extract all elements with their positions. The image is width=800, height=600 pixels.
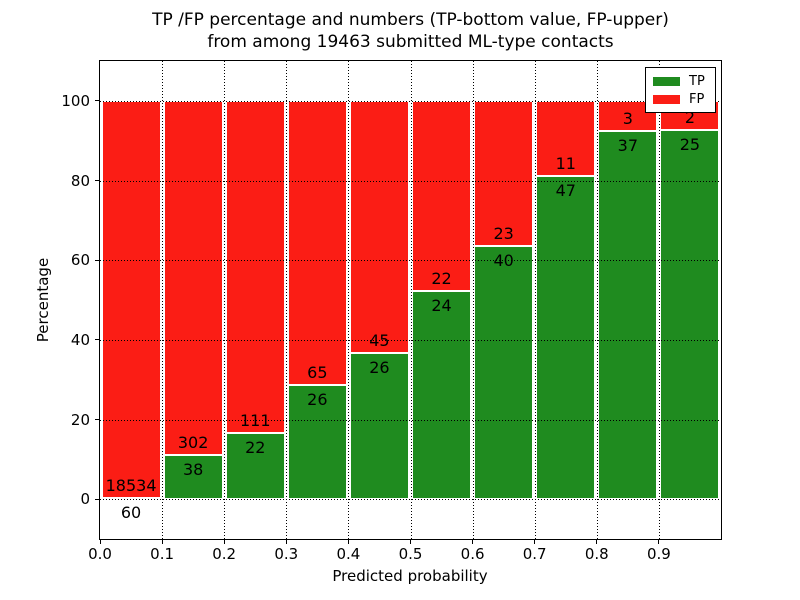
legend-entry: TP bbox=[653, 75, 709, 88]
x-axis-label: Predicted probability bbox=[332, 567, 488, 585]
legend-label: FP bbox=[689, 91, 705, 107]
chart-title: TP /FP percentage and numbers (TP-bottom… bbox=[100, 9, 721, 53]
y-axis-label: Percentage bbox=[34, 257, 52, 343]
tp-bar-segment bbox=[287, 385, 347, 500]
x-tick bbox=[596, 540, 598, 544]
x-tick-label: 0.7 bbox=[522, 545, 547, 563]
fp-count-label: 11 bbox=[555, 154, 576, 174]
legend-label: TP bbox=[689, 73, 705, 89]
x-tick-label: 0.4 bbox=[336, 545, 361, 563]
x-tick bbox=[472, 540, 474, 544]
grid-line-x bbox=[658, 61, 660, 539]
tp-count-label: 26 bbox=[307, 390, 328, 410]
title-line-2: from among 19463 submitted ML-type conta… bbox=[207, 32, 614, 52]
grid-line-x bbox=[286, 61, 288, 539]
plot-area: 18534 60 302 38 111 22 65 26 45 26 22 24 23 40 11 47 3 37… bbox=[99, 60, 722, 540]
x-tick-label: 0.1 bbox=[150, 545, 175, 563]
y-tick bbox=[95, 100, 99, 102]
grid-line-x bbox=[348, 61, 350, 539]
fp-bar-segment bbox=[101, 100, 161, 498]
tp-count-label: 22 bbox=[245, 438, 266, 458]
grid-line-x bbox=[410, 61, 412, 539]
tp-bar-segment bbox=[163, 454, 223, 500]
y-tick-label: 40 bbox=[70, 330, 90, 349]
tp-bar-segment bbox=[474, 246, 534, 500]
x-tick bbox=[161, 540, 163, 544]
x-tick-label: 0.5 bbox=[398, 545, 423, 563]
x-tick-label: 0.3 bbox=[274, 545, 299, 563]
x-tick bbox=[534, 540, 536, 544]
y-tick bbox=[95, 259, 99, 261]
fp-count-label: 111 bbox=[239, 411, 271, 431]
title-line-1: TP /FP percentage and numbers (TP-bottom… bbox=[152, 10, 669, 30]
x-tick bbox=[347, 540, 349, 544]
tp-count-label: 60 bbox=[120, 502, 142, 522]
x-tick-label: 0.6 bbox=[460, 545, 485, 563]
fp-count-label: 302 bbox=[177, 432, 209, 452]
legend-entry: FP bbox=[653, 93, 709, 106]
fp-count-label: 65 bbox=[307, 363, 328, 383]
y-tick-label: 20 bbox=[70, 410, 90, 429]
x-tick-label: 0.8 bbox=[584, 545, 609, 563]
fp-count-label: 18534 bbox=[105, 475, 157, 495]
fp-bar-segment bbox=[536, 100, 596, 177]
tp-bar-segment bbox=[598, 130, 658, 500]
legend-swatch-fp bbox=[653, 94, 680, 104]
y-tick-label: 100 bbox=[61, 91, 90, 110]
x-tick-label: 0.0 bbox=[88, 545, 112, 563]
tp-count-label: 25 bbox=[679, 135, 701, 155]
y-tick bbox=[95, 419, 99, 420]
fp-bar-segment bbox=[287, 100, 347, 386]
grid-line-x bbox=[534, 61, 536, 539]
fp-count-label: 45 bbox=[369, 331, 390, 351]
tp-bar-segment bbox=[536, 176, 596, 500]
fp-count-label: 22 bbox=[431, 269, 452, 289]
x-tick bbox=[285, 540, 287, 544]
fp-bar-segment bbox=[349, 100, 409, 354]
legend-swatch-tp bbox=[653, 76, 680, 86]
x-tick bbox=[410, 540, 411, 544]
y-tick bbox=[95, 339, 99, 341]
tp-count-label: 47 bbox=[555, 181, 576, 201]
fp-count-label: 2 bbox=[684, 108, 696, 128]
tp-count-label: 38 bbox=[182, 459, 204, 479]
tp-count-label: 26 bbox=[369, 358, 390, 378]
x-tick-label: 0.2 bbox=[212, 545, 237, 563]
y-tick-label: 60 bbox=[70, 251, 90, 270]
fp-count-label: 23 bbox=[493, 224, 514, 244]
y-tick-label: 0 bbox=[80, 490, 90, 509]
tp-bar-segment bbox=[225, 433, 285, 500]
fp-count-label: 3 bbox=[622, 108, 633, 128]
y-tick-label: 80 bbox=[70, 171, 90, 190]
x-tick bbox=[223, 540, 225, 544]
legend: TP FP bbox=[645, 67, 716, 113]
fp-bar-segment bbox=[474, 100, 534, 247]
tp-count-label: 24 bbox=[431, 296, 452, 316]
tp-bar-segment bbox=[349, 353, 409, 500]
tp-count-label: 40 bbox=[493, 251, 514, 271]
x-tick bbox=[99, 540, 101, 544]
grid-line-x bbox=[596, 61, 598, 539]
fp-bar-segment bbox=[412, 100, 472, 292]
grid-line-x bbox=[472, 61, 474, 539]
x-tick-label: 0.9 bbox=[646, 545, 671, 563]
x-tick bbox=[658, 540, 660, 544]
tp-count-label: 37 bbox=[617, 135, 639, 155]
tp-bar-segment bbox=[412, 291, 472, 500]
grid-line-x bbox=[162, 61, 164, 539]
fp-bar-segment bbox=[163, 100, 223, 455]
grid-line-x bbox=[224, 61, 226, 539]
y-tick bbox=[95, 498, 99, 500]
tp-bar-segment bbox=[660, 130, 720, 500]
fp-bar-segment bbox=[225, 100, 285, 434]
y-tick bbox=[95, 180, 99, 181]
